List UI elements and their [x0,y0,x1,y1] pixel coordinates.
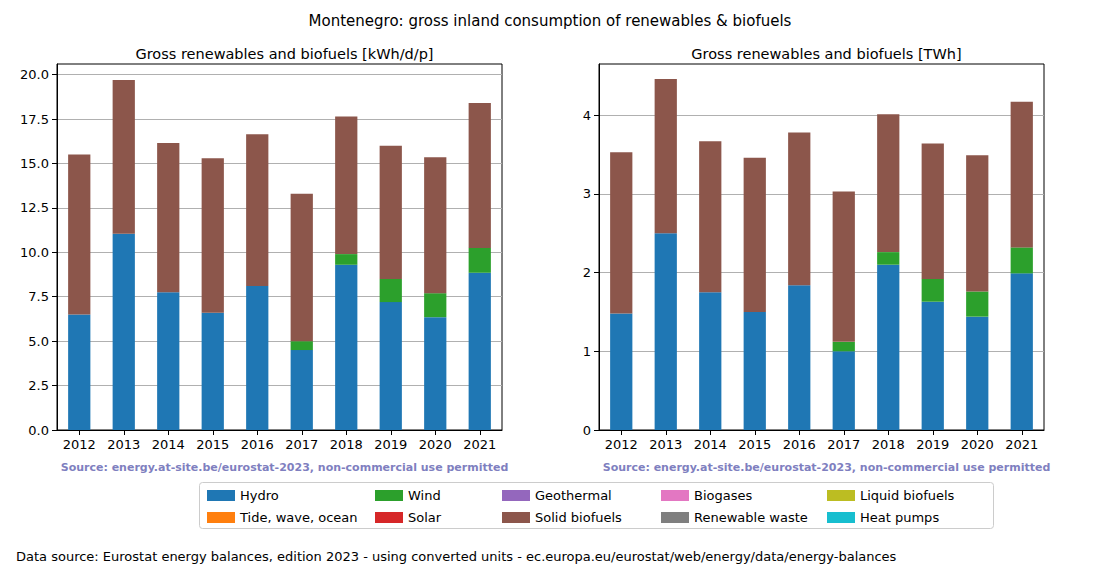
svg-text:2016: 2016 [241,437,274,452]
svg-text:2015: 2015 [738,437,771,452]
svg-text:2014: 2014 [152,437,185,452]
svg-text:2020: 2020 [419,437,452,452]
svg-text:2: 2 [583,265,591,280]
svg-text:2013: 2013 [649,437,682,452]
svg-text:Data source: Eurostat energy b: Data source: Eurostat energy balances, e… [16,549,897,564]
svg-text:2017: 2017 [285,437,318,452]
svg-text:Source: energy.at-site.be/euro: Source: energy.at-site.be/eurostat-2023,… [61,461,509,474]
svg-text:Montenegro: gross inland consu: Montenegro: gross inland consumption of … [309,12,792,30]
svg-text:2018: 2018 [330,437,363,452]
svg-text:Heat pumps: Heat pumps [860,510,939,525]
svg-text:Solar: Solar [408,510,442,525]
svg-text:10.0: 10.0 [20,245,49,260]
svg-text:Gross renewables and biofuels: Gross renewables and biofuels [kWh/d/p] [135,46,433,62]
svg-text:20.0: 20.0 [20,67,49,82]
svg-text:15.0: 15.0 [20,156,49,171]
svg-text:2021: 2021 [1005,437,1038,452]
svg-text:2017: 2017 [827,437,860,452]
svg-text:1: 1 [583,344,591,359]
svg-text:2015: 2015 [196,437,229,452]
svg-text:Biogases: Biogases [694,488,752,503]
svg-text:3: 3 [583,186,591,201]
svg-text:2018: 2018 [872,437,905,452]
svg-text:4: 4 [583,108,591,123]
svg-text:Tide, wave, ocean: Tide, wave, ocean [239,510,358,525]
svg-text:0.0: 0.0 [28,423,49,438]
svg-text:Wind: Wind [408,488,441,503]
svg-text:Hydro: Hydro [240,488,279,503]
svg-text:Solid biofuels: Solid biofuels [535,510,622,525]
svg-text:12.5: 12.5 [20,200,49,215]
svg-text:2019: 2019 [916,437,949,452]
svg-text:2014: 2014 [694,437,727,452]
svg-text:2012: 2012 [605,437,638,452]
svg-text:0: 0 [583,423,591,438]
svg-text:2020: 2020 [961,437,994,452]
svg-text:Renewable waste: Renewable waste [694,510,808,525]
svg-text:Source: energy.at-site.be/euro: Source: energy.at-site.be/eurostat-2023,… [603,461,1051,474]
svg-text:2016: 2016 [783,437,816,452]
svg-text:Gross renewables and biofuels: Gross renewables and biofuels [TWh] [691,46,961,62]
svg-text:Geothermal: Geothermal [535,488,612,503]
svg-text:2012: 2012 [63,437,96,452]
svg-text:2013: 2013 [107,437,140,452]
svg-text:2.5: 2.5 [28,378,49,393]
svg-text:17.5: 17.5 [20,112,49,127]
svg-text:2021: 2021 [463,437,496,452]
svg-text:5.0: 5.0 [28,334,49,349]
svg-text:7.5: 7.5 [28,289,49,304]
svg-text:Liquid biofuels: Liquid biofuels [860,488,955,503]
svg-text:2019: 2019 [374,437,407,452]
